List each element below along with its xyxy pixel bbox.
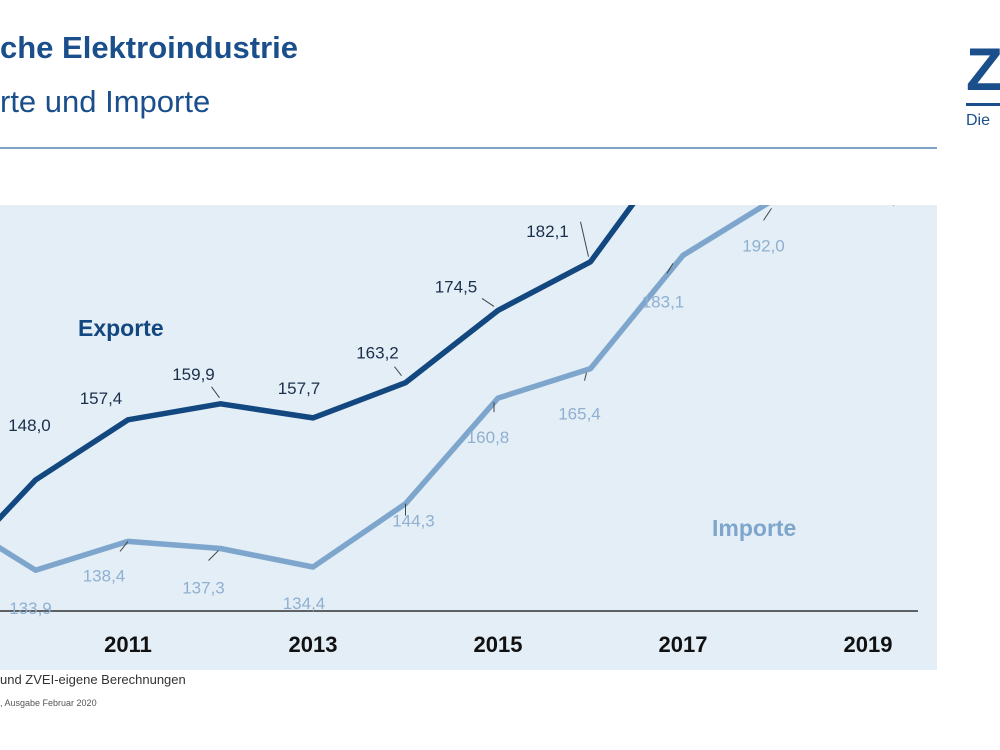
x-tick-label: 2017	[659, 632, 708, 657]
logo-bar	[966, 103, 1000, 106]
x-tick-label: 2013	[289, 632, 338, 657]
data-label: 148,0	[8, 416, 51, 435]
edition-note: , Ausgabe Februar 2020	[0, 698, 97, 708]
data-label: 133,9	[9, 599, 52, 618]
data-label: 157,4	[80, 389, 123, 408]
chart-panel: 201120132015201720196,3133,9138,4137,313…	[0, 205, 937, 670]
data-label: 134,4	[283, 594, 326, 613]
data-label: 144,3	[392, 512, 435, 531]
data-label: 174,5	[435, 277, 478, 296]
data-label-leader	[394, 366, 402, 377]
title-divider	[0, 147, 937, 149]
data-label: 196,9	[863, 205, 906, 208]
data-label: 138,4	[83, 566, 126, 585]
data-label: 160,8	[467, 428, 510, 447]
page-subtitle: rte und Importe	[0, 84, 211, 119]
x-tick-label: 2011	[104, 632, 152, 657]
x-tick-label: 2015	[474, 632, 523, 657]
logo-mark: ZV	[966, 40, 1000, 103]
zvei-logo: ZV Die	[966, 40, 1000, 130]
series-name-importe: Importe	[712, 515, 796, 541]
x-tick-label: 2019	[844, 632, 893, 657]
data-label-leader	[481, 297, 495, 307]
page-title: che Elektroindustrie	[0, 30, 299, 65]
data-label-leader	[119, 541, 129, 552]
data-label-leader	[211, 386, 220, 399]
line-chart: 201120132015201720196,3133,9138,4137,313…	[0, 205, 918, 657]
data-label-leader	[763, 208, 772, 221]
data-label: 183,1	[642, 292, 685, 311]
series-line-exporte	[0, 205, 636, 522]
data-label: 159,9	[172, 365, 215, 384]
data-label: 192,0	[742, 236, 785, 255]
data-label: 163,2	[356, 344, 399, 363]
data-label-leader	[208, 550, 219, 561]
data-label: 157,7	[278, 379, 321, 398]
series-name-exporte: Exporte	[78, 315, 164, 341]
data-label: 165,4	[558, 405, 601, 424]
data-label: 137,3	[182, 578, 225, 597]
source-note: und ZVEI-eigene Berechnungen	[0, 672, 186, 687]
data-label-leader	[584, 372, 587, 381]
data-label: 182,1	[526, 222, 569, 241]
data-label-leader	[666, 263, 674, 274]
data-label-leader	[580, 221, 589, 257]
logo-text: Die	[966, 112, 991, 129]
